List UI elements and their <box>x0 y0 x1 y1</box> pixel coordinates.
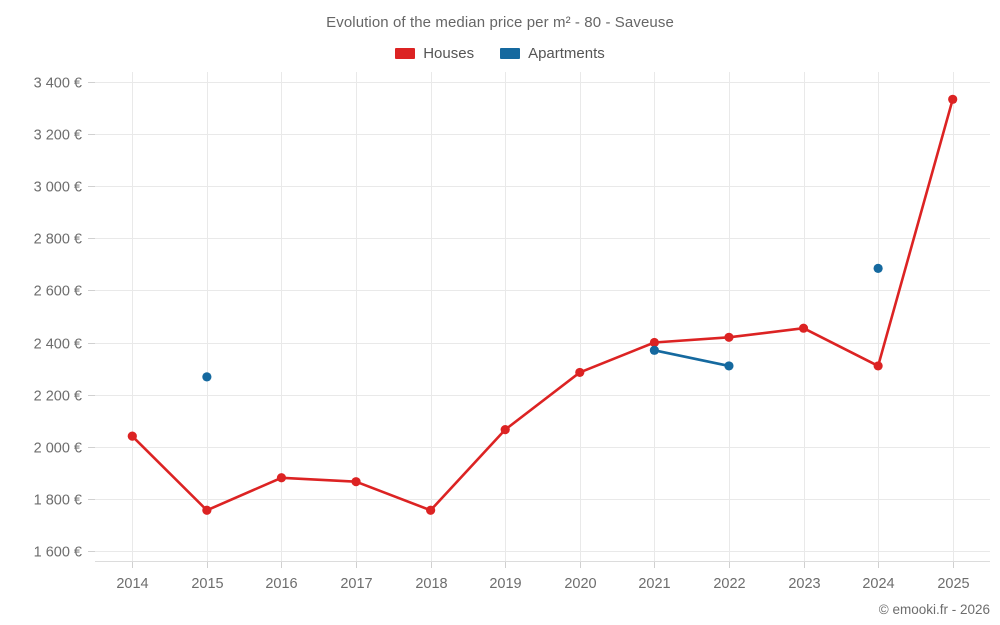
data-point-houses[interactable] <box>127 431 137 441</box>
legend-item-apartments[interactable]: Apartments <box>500 45 605 62</box>
series-line-apartments <box>653 349 731 368</box>
y-tick-label: 2 600 € <box>34 284 82 300</box>
x-tick-label: 2023 <box>788 576 820 592</box>
copyright-credit: © emooki.fr - 2026 <box>878 602 990 617</box>
data-point-houses[interactable] <box>426 505 436 515</box>
data-point-apartments[interactable] <box>873 263 883 273</box>
x-tick-label: 2021 <box>638 576 670 592</box>
legend-label-houses: Houses <box>423 45 475 62</box>
data-point-apartments[interactable] <box>649 345 659 355</box>
x-tick-label: 2014 <box>116 576 148 592</box>
data-point-houses[interactable] <box>202 505 212 515</box>
x-tick-label: 2015 <box>191 576 223 592</box>
y-tick-label: 2 200 € <box>34 389 82 405</box>
legend-swatch-houses <box>395 48 416 59</box>
data-point-apartments[interactable] <box>724 361 734 371</box>
x-tick-label: 2024 <box>862 576 894 592</box>
chart-legend: Houses Apartments <box>0 45 1000 62</box>
y-tick-label: 2 000 € <box>34 441 82 457</box>
x-axis-labels: 2014 2015 2016 2017 2018 2019 2020 2021 2022 2023… <box>116 576 969 592</box>
legend-item-houses[interactable]: Houses <box>395 45 474 62</box>
x-tick-label: 2025 <box>937 576 969 592</box>
y-tick-label: 2 400 € <box>34 337 82 353</box>
data-point-houses[interactable] <box>724 332 734 342</box>
y-tick-label: 2 800 € <box>34 232 82 248</box>
y-tick-label: 3 200 € <box>34 128 82 144</box>
axis-layer <box>88 82 990 568</box>
series-layer <box>127 94 958 515</box>
data-point-houses[interactable] <box>276 473 287 483</box>
x-tick-label: 2020 <box>564 576 596 592</box>
x-tick-label: 2018 <box>415 576 447 592</box>
chart-title: Evolution of the median price per m² - 8… <box>326 14 674 31</box>
y-tick-label: 1 600 € <box>34 545 82 561</box>
x-tick-label: 2022 <box>713 576 745 592</box>
y-tick-label: 3 400 € <box>34 76 82 92</box>
data-point-houses[interactable] <box>649 337 659 348</box>
legend-label-apartments: Apartments <box>528 45 605 62</box>
data-point-apartments[interactable] <box>202 372 212 382</box>
data-point-houses[interactable] <box>798 323 809 333</box>
x-tick-label: 2016 <box>265 576 297 592</box>
x-tick-label: 2017 <box>340 576 372 592</box>
series-line-houses <box>130 98 955 512</box>
data-point-houses[interactable] <box>351 477 361 487</box>
y-tick-label: 1 800 € <box>34 493 82 509</box>
data-point-houses[interactable] <box>500 425 510 435</box>
data-point-houses[interactable] <box>575 367 585 378</box>
data-point-houses[interactable] <box>873 361 883 371</box>
x-tick-label: 2019 <box>489 576 521 592</box>
grid-layer <box>95 72 990 561</box>
y-axis-labels: 1 600 € 1 800 € 2 000 € 2 200 € 2 400 € 2 600… <box>34 76 82 561</box>
legend-swatch-apartments <box>500 48 521 59</box>
data-point-houses[interactable] <box>948 94 958 104</box>
y-tick-label: 3 000 € <box>34 180 82 196</box>
